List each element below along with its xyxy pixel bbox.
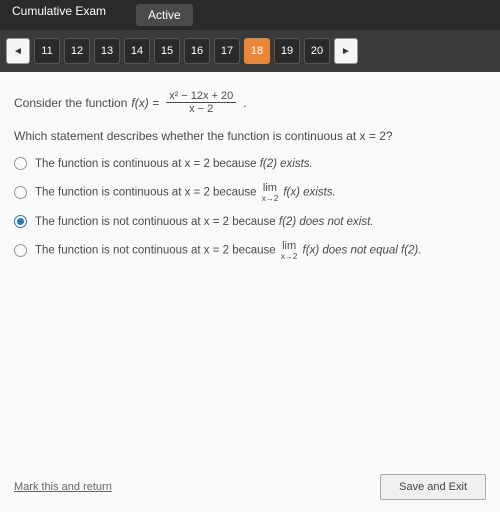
nav-question-14[interactable]: 14 [124,38,150,64]
nav-question-13[interactable]: 13 [94,38,120,64]
radio-2[interactable] [14,215,27,228]
radio-3[interactable] [14,244,27,257]
radio-0[interactable] [14,157,27,170]
option-3[interactable]: The function is not continuous at x = 2 … [14,240,486,261]
footer: Mark this and return Save and Exit [14,474,486,500]
prev-arrow-button[interactable]: ◄ [6,38,30,64]
options-list: The function is continuous at x = 2 beca… [14,157,486,261]
question-stem: Consider the function f(x) = x² − 12x + … [14,90,486,115]
question-content: Consider the function f(x) = x² − 12x + … [0,72,500,512]
nav-question-18[interactable]: 18 [244,38,270,64]
option-text-0: The function is continuous at x = 2 beca… [35,158,313,170]
nav-question-19[interactable]: 19 [274,38,300,64]
option-text-2: The function is not continuous at x = 2 … [35,216,374,228]
next-arrow-button[interactable]: ► [334,38,358,64]
stem-prefix: Consider the function [14,96,127,110]
question-prompt: Which statement describes whether the fu… [14,129,486,143]
option-0[interactable]: The function is continuous at x = 2 beca… [14,157,486,170]
exam-title: Cumulative Exam [12,4,106,26]
option-2[interactable]: The function is not continuous at x = 2 … [14,215,486,228]
nav-question-16[interactable]: 16 [184,38,210,64]
nav-question-15[interactable]: 15 [154,38,180,64]
save-exit-button[interactable]: Save and Exit [380,474,486,500]
numerator: x² − 12x + 20 [166,90,236,103]
option-1[interactable]: The function is continuous at x = 2 beca… [14,182,486,203]
denominator: x − 2 [186,103,216,115]
fraction: x² − 12x + 20 x − 2 [166,90,236,115]
header-bar: Cumulative Exam Active [0,0,500,30]
option-text-3: The function is not continuous at x = 2 … [35,240,421,261]
nav-question-12[interactable]: 12 [64,38,90,64]
radio-1[interactable] [14,186,27,199]
status-tab: Active [136,4,193,26]
nav-question-17[interactable]: 17 [214,38,240,64]
question-nav: ◄ 11121314151617181920 ► [0,30,500,72]
nav-question-20[interactable]: 20 [304,38,330,64]
fx-label: f(x) = [131,96,159,110]
option-text-1: The function is continuous at x = 2 beca… [35,182,336,203]
mark-return-link[interactable]: Mark this and return [14,481,112,493]
nav-question-11[interactable]: 11 [34,38,60,64]
